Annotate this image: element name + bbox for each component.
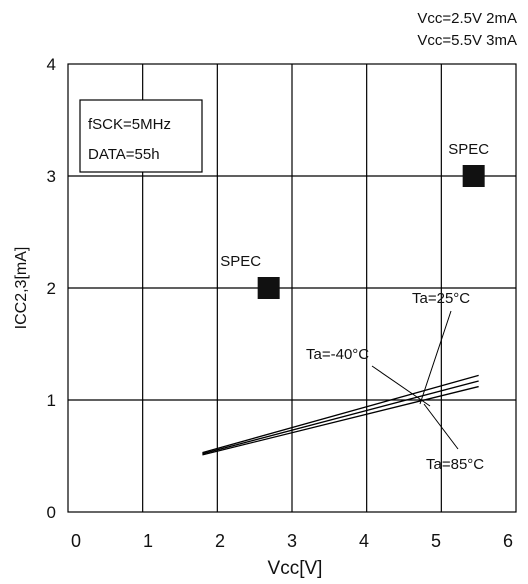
spec-label: SPEC (220, 253, 261, 270)
y-tick-label: 4 (47, 55, 56, 74)
label-ta-minus40: Ta=-40°C (306, 346, 369, 363)
plot-frame (67, 63, 517, 513)
label-ta-85: Ta=85°C (426, 456, 484, 473)
spec-points: SPEC SPEC (220, 141, 489, 299)
series-line (202, 385, 479, 456)
x-tick-label: 6 (503, 531, 513, 551)
x-tick-labels: 0 1 2 3 4 5 6 (71, 531, 513, 551)
conditions-box-frame (79, 99, 203, 173)
x-tick-label: 3 (287, 531, 297, 551)
x-tick-label: 5 (431, 531, 441, 551)
condition-fsck: fSCK=5MHz (88, 116, 171, 133)
y-tick-label: 1 (47, 391, 56, 410)
series-line (202, 374, 479, 454)
y-tick-label: 3 (47, 167, 56, 186)
series-lines (202, 374, 479, 456)
y-tick-label: 0 (47, 503, 56, 522)
condition-data: DATA=55h (88, 146, 160, 163)
spec-marker (257, 277, 280, 299)
leader-ta-minus40 (371, 365, 431, 407)
y-tick-label: 2 (47, 279, 56, 298)
y-tick-labels: 0 1 2 3 4 (47, 55, 56, 522)
spec-note-1: Vcc=2.5V 2mA (417, 10, 517, 27)
x-tick-label: 2 (215, 531, 225, 551)
x-axis-label: Vcc[V] (268, 558, 323, 579)
spec-marker (462, 165, 485, 187)
leader-ta-85 (423, 403, 459, 450)
spec-label: SPEC (448, 141, 489, 158)
x-tick-label: 4 (359, 531, 369, 551)
x-tick-label: 1 (143, 531, 153, 551)
spec-note-2: Vcc=5.5V 3mA (417, 32, 517, 49)
conditions-box: fSCK=5MHz DATA=55h (79, 99, 203, 173)
x-tick-label: 0 (71, 531, 81, 551)
grid-lines (68, 64, 516, 512)
leader-ta-25 (419, 310, 452, 405)
label-ta-25: Ta=25°C (412, 290, 470, 307)
y-axis-label: ICC2,3[mA] (13, 247, 30, 330)
series-line (202, 380, 479, 455)
